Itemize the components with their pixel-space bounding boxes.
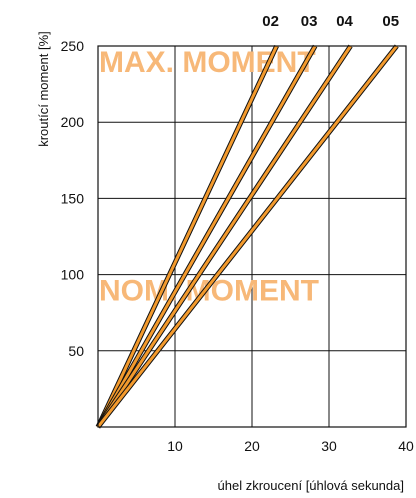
y-tick-label: 250: [61, 38, 85, 54]
x-tick-label: 20: [244, 438, 260, 454]
series-label-04: 04: [336, 13, 353, 30]
max-moment-annotation: MAX. MOMENT: [99, 46, 316, 79]
x-tick-label: 40: [398, 438, 414, 454]
series-line-02: [96, 45, 278, 428]
y-tick-label: 200: [61, 114, 85, 130]
y-tick-label: 50: [68, 343, 84, 359]
annotations: MAX. MOMENT NOM. MOMENT: [99, 46, 319, 308]
series-line-03: [96, 45, 317, 428]
plot-frame-rect: [97, 45, 407, 428]
y-tick-label: 150: [61, 190, 85, 206]
x-tick-label: 10: [167, 438, 183, 454]
y-tick-label: 100: [61, 267, 85, 283]
series-lines: [95, 44, 399, 429]
tick-labels: 10 20 30 40 50 100 150 200 250: [61, 38, 414, 454]
series-line-04: [96, 45, 352, 428]
series-label-05: 05: [382, 13, 399, 30]
series-label-02: 02: [262, 13, 279, 30]
x-tick-label: 30: [321, 438, 337, 454]
nom-moment-annotation: NOM. MOMENT: [99, 275, 319, 308]
series-label-03: 03: [301, 13, 318, 30]
series-labels: 02 03 04 05: [262, 13, 399, 30]
series-line-05: [96, 45, 398, 428]
x-axis-title: úhel zkroucení [úhlová sekunda]: [218, 478, 404, 493]
plot-frame: [97, 45, 407, 428]
y-axis-title: kroutící moment [%]: [36, 31, 51, 147]
